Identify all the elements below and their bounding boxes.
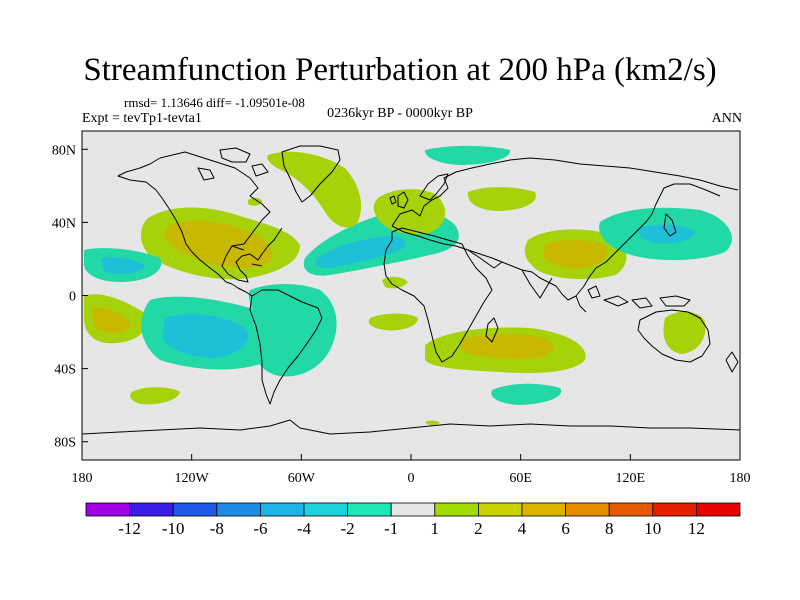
anomaly-antarctic-small — [425, 420, 440, 426]
y-tick-label: 80S — [54, 436, 76, 451]
anomaly-equatorial-atlantic — [368, 313, 418, 331]
anomaly-central-asia — [467, 187, 536, 211]
colorbar-swatch — [696, 502, 741, 517]
coast-eurasia — [391, 157, 739, 313]
y-tick-label: 80N — [52, 143, 76, 158]
colorbar-label: 4 — [518, 519, 527, 538]
experiment-label: Expt = tevTp1-tevta1 — [82, 111, 202, 126]
coast-arabia-india — [467, 249, 553, 299]
anomaly-north-america-core — [164, 220, 273, 269]
colorbar-label: -12 — [118, 519, 141, 538]
x-tick-label: 0 — [408, 471, 415, 486]
x-tick-label: 60E — [509, 471, 532, 486]
colorbar-label: -1 — [384, 519, 398, 538]
colorbar-swatch — [172, 502, 218, 517]
colorbar-label: 1 — [431, 519, 440, 538]
colorbar-swatch — [303, 502, 348, 517]
colorbar-swatch — [477, 502, 523, 517]
colorbar-label: 2 — [474, 519, 483, 538]
x-tick-label: 180 — [730, 471, 751, 486]
colorbar-swatch — [347, 502, 392, 517]
coast-africa — [383, 227, 493, 363]
colorbar-swatch — [565, 502, 610, 517]
colorbar-swatch — [652, 502, 697, 517]
colorbar-label: 10 — [644, 519, 661, 538]
anomaly-europe — [373, 189, 446, 235]
coast-central-america — [231, 245, 263, 297]
colorbar-label: 8 — [605, 519, 614, 538]
colorbar-label: 6 — [561, 519, 570, 538]
anomaly-south-asia-core — [543, 239, 608, 269]
coast-scandinavia — [419, 173, 449, 201]
anomaly-south-pacific-neg-core — [162, 314, 249, 358]
anomaly-north-atlantic-neg-core — [315, 236, 406, 268]
anomaly-southern-africa-core — [460, 333, 554, 359]
anomaly-south-indian-neg — [491, 383, 562, 405]
season-label: ANN — [711, 111, 742, 126]
colorbar-swatch — [216, 502, 261, 517]
colorbar-swatch — [521, 502, 566, 517]
coast-japan — [663, 213, 677, 237]
x-tick-label: 120E — [616, 471, 646, 486]
x-axis-ticks: 180 120W 60W 0 60E 120E 180 — [72, 454, 751, 486]
y-axis-ticks: 80N 40N 0 40S 80S — [52, 143, 88, 451]
coast-south-america — [249, 289, 323, 405]
colorbar-label: 12 — [688, 519, 705, 538]
colorbar-label: -2 — [341, 519, 355, 538]
anomaly-east-asia-core — [638, 224, 695, 244]
coast-north-america — [117, 151, 283, 285]
anomaly-south-pacific-pos-core — [92, 307, 132, 333]
anomaly-labrador — [248, 197, 262, 206]
coast-new-zealand — [725, 351, 739, 373]
colorbar-label: -8 — [210, 519, 224, 538]
anomaly-arctic-siberia — [424, 145, 511, 165]
stats-line: rmsd= 1.13646 diff= -1.09501e-08 — [124, 95, 305, 110]
coast-australia — [637, 309, 711, 363]
colorbar-label: -6 — [253, 519, 267, 538]
y-tick-label: 40N — [52, 216, 76, 231]
anomaly-south-pacific-south — [130, 387, 180, 405]
anomaly-australia — [663, 311, 706, 354]
anomaly-north-pacific-neg-core — [100, 257, 145, 274]
period-label: 0236kyr BP - 0000kyr BP — [327, 106, 473, 121]
x-tick-label: 180 — [72, 471, 93, 486]
colorbar: -12 -10 -8 -6 -4 -2 -1 1 2 4 6 8 10 12 — [85, 502, 741, 538]
coast-greenland — [281, 145, 341, 203]
x-tick-label: 120W — [175, 471, 210, 486]
colorbar-label: -10 — [162, 519, 185, 538]
map-background — [82, 131, 740, 460]
colorbar-swatch — [129, 502, 174, 517]
coast-indonesia — [587, 285, 691, 309]
colorbar-swatch — [390, 502, 436, 517]
colorbar-swatch — [434, 502, 479, 517]
coast-british-isles — [389, 191, 409, 209]
y-tick-label: 0 — [69, 290, 76, 305]
map-title: Streamfunction Perturbation at 200 hPa (… — [83, 52, 717, 88]
coastlines — [82, 145, 740, 435]
coast-antarctica — [82, 419, 740, 435]
anomaly-fields — [84, 145, 732, 426]
colorbar-label: -4 — [297, 519, 312, 538]
coast-arctic-islands — [197, 147, 269, 181]
colorbar-swatch — [608, 502, 654, 517]
x-tick-label: 60W — [288, 471, 316, 486]
coast-madagascar — [485, 317, 499, 343]
colorbar-swatch — [85, 502, 130, 517]
y-tick-label: 40S — [54, 363, 76, 378]
anomaly-greenland — [267, 151, 362, 228]
colorbar-swatch — [259, 502, 305, 517]
